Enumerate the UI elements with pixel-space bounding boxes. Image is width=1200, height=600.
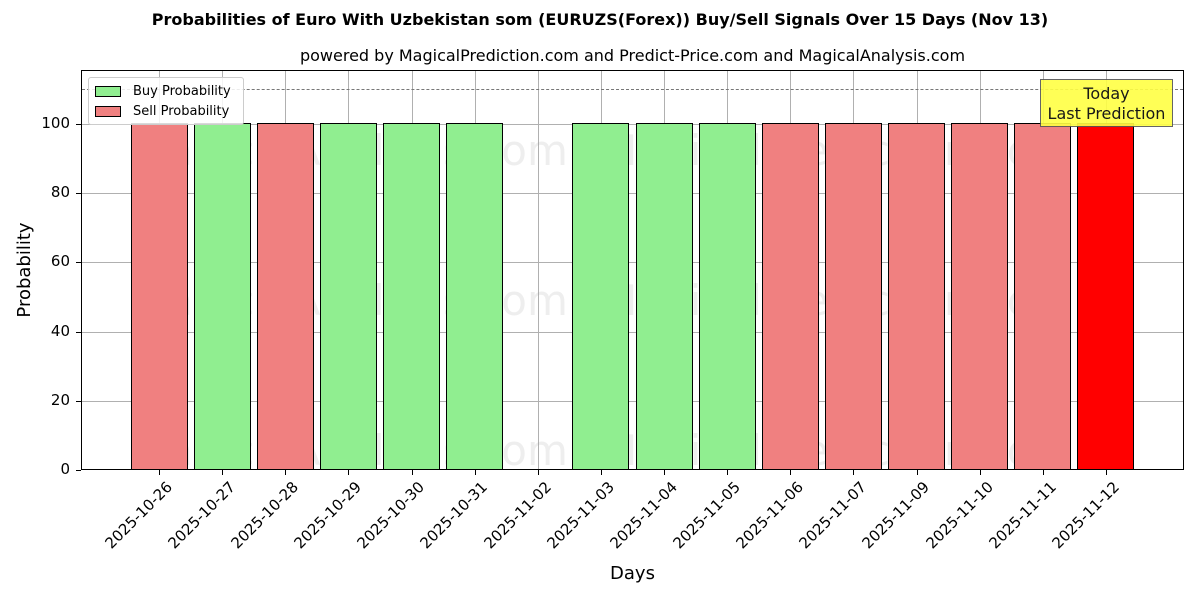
bar-sell-2025-11-11 [1014,123,1072,469]
y-tick-mark [76,193,81,195]
legend: Buy Probability Sell Probability [88,77,244,125]
x-tick-mark [916,470,918,475]
x-tick-label: 2025-11-03 [543,478,618,553]
bar-sell-2025-11-12 [1077,123,1135,469]
x-tick-label: 2025-10-28 [227,478,302,553]
chart-subtitle: powered by MagicalPrediction.com and Pre… [299,46,966,65]
x-tick-label: 2025-10-31 [417,478,492,553]
x-tick-mark [159,470,160,475]
bar-sell-2025-11-06 [761,123,819,469]
y-axis-label: Probability [14,222,35,318]
x-tick-mark [222,470,224,475]
grid-line-horizontal [82,331,1183,333]
sell-swatch [95,105,121,117]
bar-buy-2025-11-05 [698,123,756,469]
y-tick-label: 100 [41,114,70,132]
today-annotation: Today Last Prediction [1040,79,1173,127]
grid-line-horizontal [82,262,1183,264]
today-label: Today [1083,84,1130,103]
y-tick-mark [76,470,81,471]
x-tick-label: 2025-11-02 [480,478,555,553]
reference-line [82,89,1183,91]
legend-item-sell: Sell Probability [95,103,229,119]
y-tick-mark [76,400,81,402]
bar-buy-2025-11-03 [572,123,630,469]
x-tick-mark [537,470,539,475]
x-tick-mark [348,470,350,475]
x-tick-mark [979,470,981,475]
bar-sell-2025-10-28 [256,123,314,469]
x-tick-label: 2025-11-12 [1048,478,1123,553]
y-tick-label: 20 [50,390,70,409]
legend-sell-label: Sell Probability [133,103,230,119]
bar-buy-2025-10-27 [193,123,251,469]
y-tick-mark [76,124,81,125]
x-tick-mark [411,470,413,475]
bar-sell-2025-11-09 [888,123,946,469]
legend-item-buy: Buy Probability [95,83,231,99]
x-tick-mark [1042,470,1044,475]
y-tick-mark [76,262,81,264]
x-tick-label: 2025-11-10 [922,478,997,553]
bar-sell-2025-11-10 [951,123,1009,469]
bar-sell-2025-10-26 [130,123,188,469]
plot-area: MagicalAnalysis.comMagicalPrediction.com… [81,70,1184,470]
bar-buy-2025-11-04 [635,123,693,469]
buy-swatch [95,85,121,97]
x-tick-label: 2025-11-07 [795,478,871,553]
x-tick-mark [1105,470,1107,475]
x-tick-label: 2025-11-06 [732,478,808,553]
y-tick-mark [76,331,81,333]
x-tick-mark [790,470,792,475]
grid-line-horizontal [82,124,1183,125]
y-tick-label: 60 [50,252,70,271]
y-tick-label: 80 [50,183,70,202]
x-tick-mark [664,470,666,475]
x-axis-label: Days [610,563,655,584]
x-tick-label: 2025-11-05 [669,478,744,553]
grid-line-horizontal [82,193,1183,195]
bar-buy-2025-10-31 [446,123,504,469]
x-tick-label: 2025-10-27 [164,478,239,553]
x-tick-mark [474,470,476,475]
x-tick-label: 2025-11-09 [858,478,934,553]
chart-title: Probabilities of Euro With Uzbekistan so… [151,10,1049,29]
bar-buy-2025-10-29 [319,123,377,469]
x-tick-mark [727,470,729,475]
x-tick-label: 2025-10-30 [353,478,429,553]
x-tick-label: 2025-10-26 [101,478,176,553]
legend-buy-label: Buy Probability [133,83,231,99]
x-tick-mark [853,470,855,475]
x-tick-mark [285,470,287,475]
x-tick-label: 2025-11-04 [606,478,681,553]
y-tick-label: 0 [60,460,70,478]
x-tick-label: 2025-10-29 [290,478,366,553]
last-prediction-label: Last Prediction [1047,104,1166,123]
x-tick-mark [600,470,602,475]
y-tick-label: 40 [50,321,70,340]
grid-line-vertical [537,71,539,469]
grid-line-horizontal [82,400,1183,402]
bar-buy-2025-10-30 [383,123,441,469]
bar-sell-2025-11-07 [824,123,882,469]
